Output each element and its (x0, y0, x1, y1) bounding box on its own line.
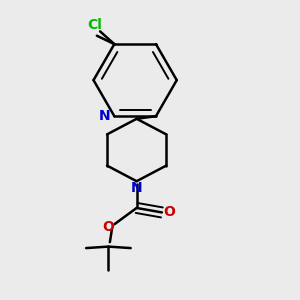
Text: N: N (131, 181, 142, 195)
Text: N: N (99, 109, 111, 123)
Text: Cl: Cl (88, 18, 103, 32)
Text: O: O (164, 206, 175, 219)
Text: O: O (103, 220, 114, 234)
